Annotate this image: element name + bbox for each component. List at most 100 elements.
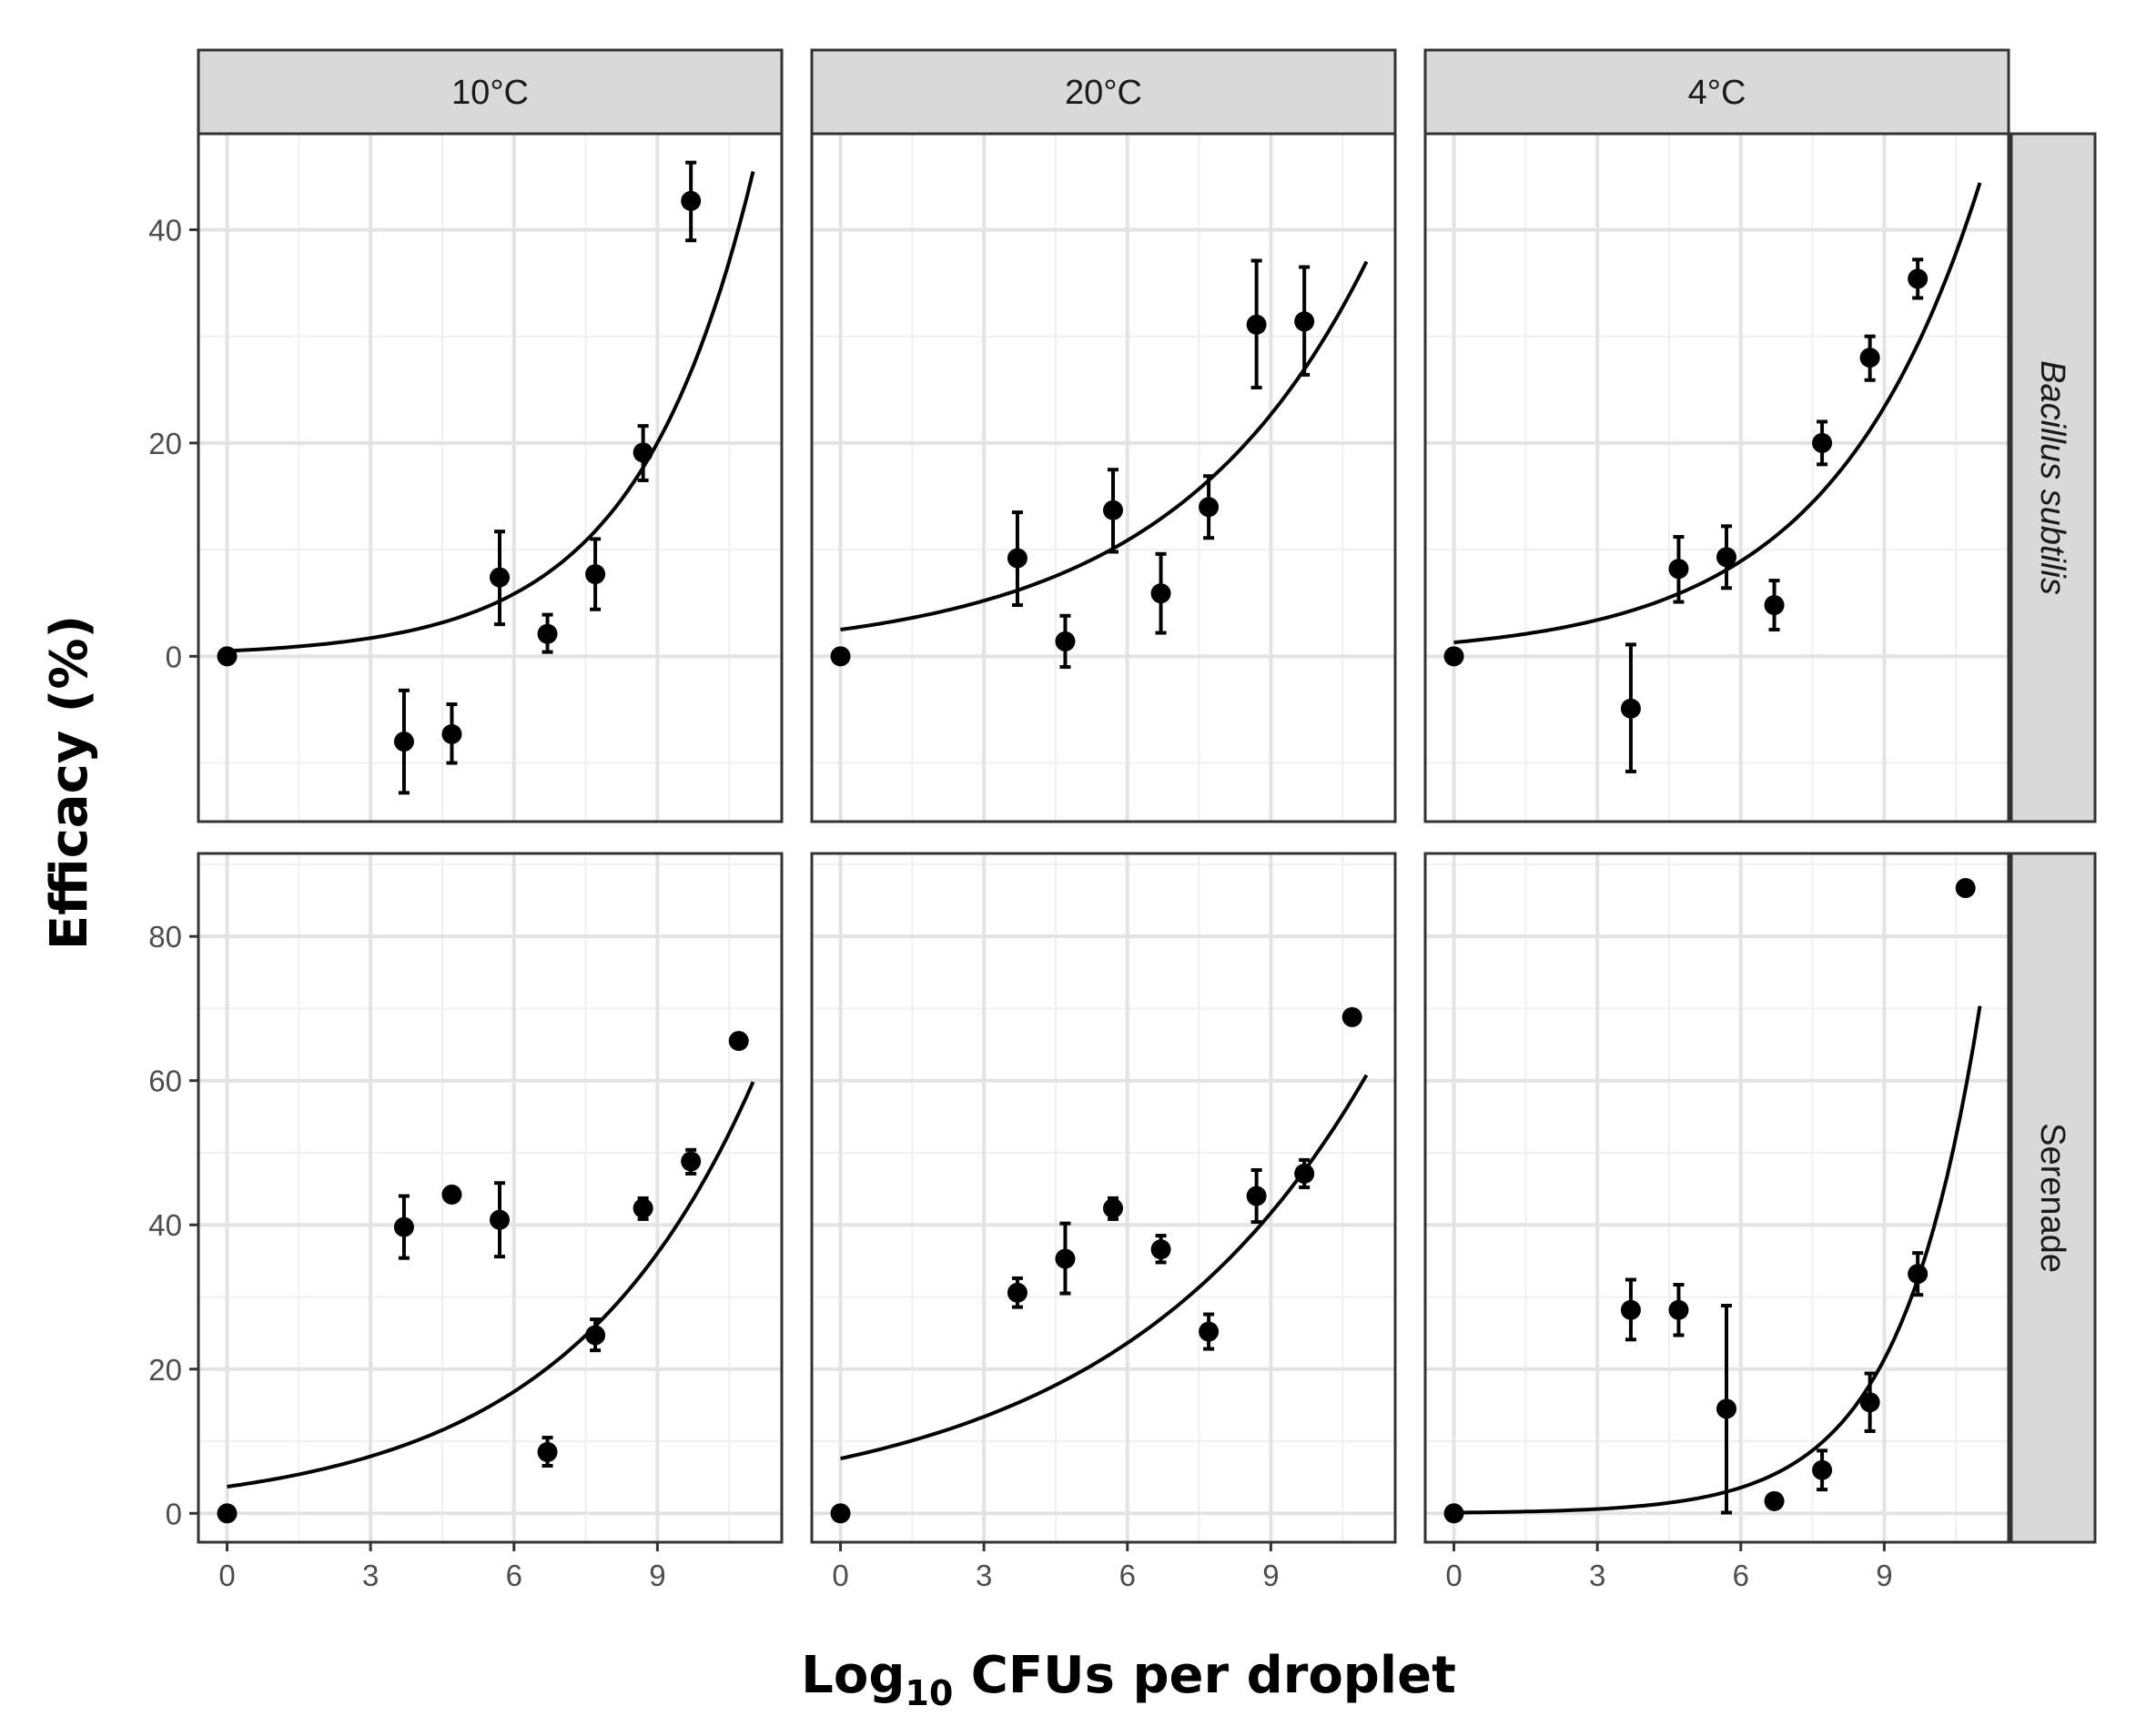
panel-bacillus-subtilis-20c: [810, 132, 1397, 823]
data-point: [1199, 497, 1220, 518]
y-tick-label: 40: [148, 1208, 182, 1242]
panel-background: [1425, 853, 2009, 1542]
y-tick-label: 20: [148, 1353, 182, 1387]
y-tick-label: 60: [148, 1065, 182, 1098]
data-point: [441, 723, 462, 744]
y-tick-label: 40: [148, 213, 182, 247]
data-point: [393, 732, 414, 752]
x-tick-label: 6: [1119, 1559, 1136, 1592]
frame-layer: [189, 48, 2097, 1551]
data-point: [681, 190, 702, 211]
data-point: [830, 646, 851, 667]
data-point: [1859, 348, 1880, 368]
data-point: [1199, 1321, 1220, 1342]
data-point: [537, 623, 558, 644]
data-point: [1294, 1163, 1315, 1184]
x-tick-label: 9: [1876, 1559, 1892, 1592]
panel-background: [198, 134, 782, 822]
text-layer: 10°C 20°C 4°C Bacillus subtilis 0 20 40 Serenad…: [148, 74, 2071, 1592]
data-point: [728, 1031, 749, 1052]
column-strip-label: 10°C: [451, 74, 529, 112]
data-point: [1246, 1186, 1267, 1206]
grid-layer: [198, 134, 2009, 1542]
data-point: [633, 1197, 653, 1218]
x-tick-label: 6: [506, 1559, 522, 1592]
data-point: [1908, 1264, 1928, 1285]
data-point: [1294, 311, 1315, 332]
data-point: [1103, 1197, 1124, 1218]
data-point: [217, 1503, 238, 1524]
data-point: [490, 567, 511, 588]
data-point: [1908, 268, 1928, 289]
data-point: [585, 1325, 606, 1346]
data-point: [1443, 646, 1464, 667]
x-tick-label: 9: [649, 1559, 665, 1592]
y-axis-title: Efficacy (%): [40, 615, 99, 950]
data-point: [1103, 500, 1124, 520]
data-point: [1007, 1282, 1028, 1303]
row-strip-bacillus-subtilis: [2009, 132, 2097, 823]
x-axis-title-subscript: 10: [905, 1673, 953, 1713]
data-point: [1341, 1006, 1362, 1027]
x-tick-label: 0: [1445, 1559, 1462, 1592]
data-point: [1812, 1459, 1833, 1480]
fit-curve-serenade-4c: [1453, 1005, 1982, 1515]
data-point: [585, 564, 606, 585]
x-axis-title-rest: CFUs per droplet: [953, 1646, 1456, 1705]
data-point: [537, 1441, 558, 1462]
x-axis-title-main: Log: [801, 1646, 905, 1705]
panel-background: [812, 853, 1395, 1542]
row-strip-label: Bacillus subtilis: [2033, 360, 2071, 595]
data-point: [1764, 1490, 1785, 1511]
panel-bacillus-subtilis-4c: [1423, 132, 2010, 823]
fit-curve-bacillus-subtilis-20c: [840, 260, 1369, 631]
data-point: [1668, 1299, 1689, 1320]
column-strip-20c: [810, 48, 1397, 136]
data-point: [681, 1151, 702, 1172]
x-tick-label: 6: [1733, 1559, 1749, 1592]
row-strip-serenade: [2009, 852, 2097, 1544]
data-point: [1150, 1239, 1171, 1260]
data-point: [1620, 698, 1641, 719]
x-tick-label: 3: [1589, 1559, 1605, 1592]
data-point: [1150, 583, 1171, 604]
x-tick-label: 3: [362, 1559, 379, 1592]
data-point: [1668, 559, 1689, 580]
fit-curve-bacillus-subtilis-10c: [227, 171, 755, 653]
data-point: [441, 1184, 462, 1205]
y-tick-label: 0: [166, 1497, 182, 1530]
data-point: [1007, 548, 1028, 569]
panel-background: [198, 853, 782, 1542]
x-tick-label: 3: [976, 1559, 992, 1592]
panel-background: [812, 134, 1395, 822]
fit-curve-bacillus-subtilis-4c: [1453, 182, 1982, 645]
data-point: [1955, 878, 1976, 899]
row-strip-label: Serenade: [2033, 1123, 2071, 1273]
column-strip-label: 4°C: [1688, 74, 1746, 112]
y-tick-label: 20: [148, 427, 182, 460]
data-point: [490, 1209, 511, 1230]
data-point: [1812, 432, 1833, 453]
data-point: [1055, 631, 1076, 651]
data-point: [1246, 314, 1267, 335]
x-tick-label: 0: [218, 1559, 235, 1592]
fit-curve-serenade-20c: [840, 1074, 1369, 1461]
data-layer: [217, 160, 1982, 1524]
data-point: [217, 646, 238, 667]
data-point: [1055, 1248, 1076, 1269]
panel-serenade-4c: [1423, 852, 2010, 1544]
x-tick-label: 0: [832, 1559, 848, 1592]
fit-curve-serenade-10c: [227, 1081, 755, 1489]
y-tick-label: 0: [166, 640, 182, 673]
panel-background: [1425, 134, 2009, 822]
data-point: [1764, 595, 1785, 616]
data-point: [633, 442, 653, 463]
column-strip-label: 20°C: [1065, 74, 1142, 112]
panel-bacillus-subtilis-10c: [197, 132, 784, 823]
data-point: [1859, 1392, 1880, 1413]
data-point: [1620, 1299, 1641, 1320]
x-tick-label: 9: [1262, 1559, 1279, 1592]
x-axis-title: Log10 CFUs per droplet: [801, 1646, 1456, 1713]
data-point: [1716, 1398, 1737, 1419]
